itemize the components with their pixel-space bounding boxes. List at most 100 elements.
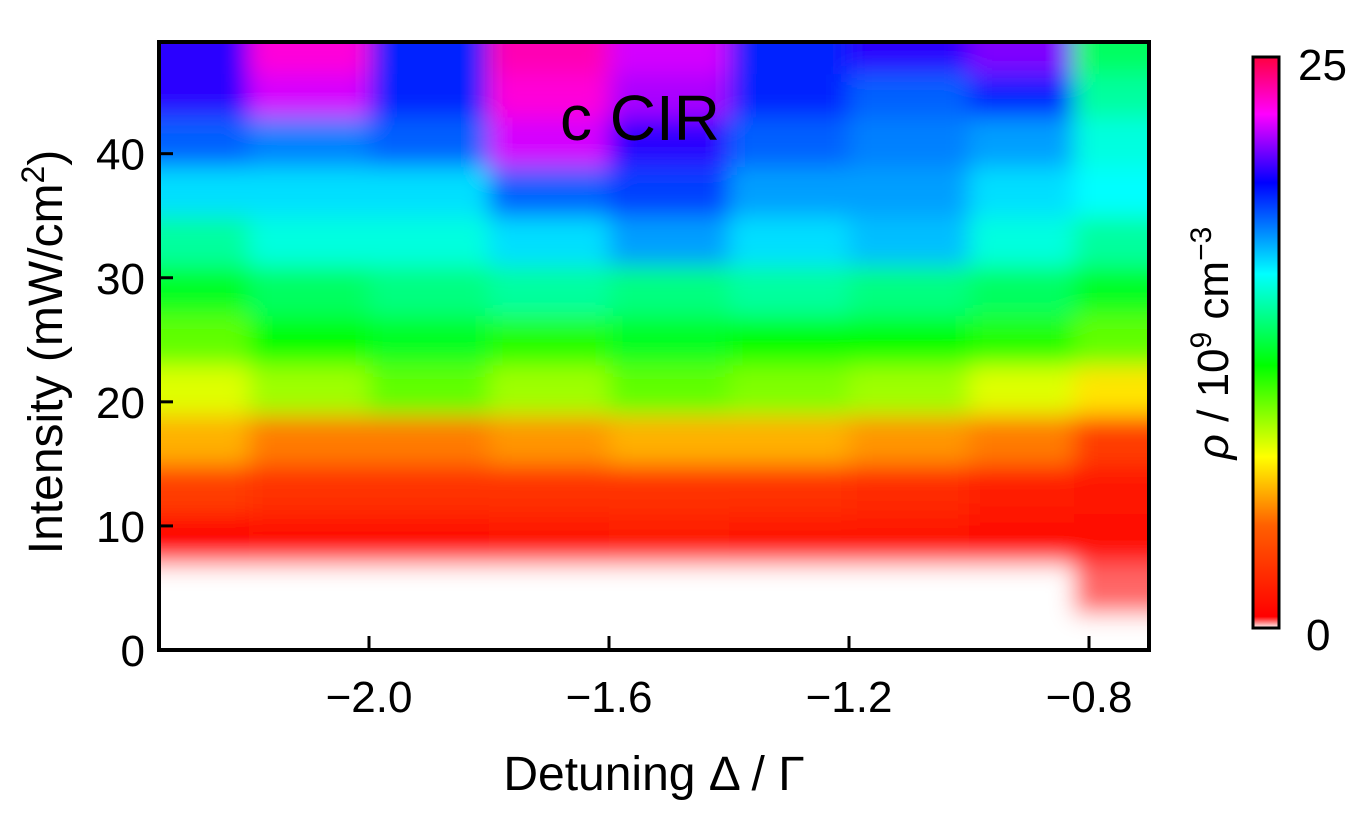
heatmap-cell xyxy=(159,265,250,316)
heatmap-cell xyxy=(729,364,850,416)
heatmap-cell xyxy=(1074,42,1149,75)
heatmap-cell xyxy=(159,513,250,565)
heatmap-cell xyxy=(159,42,250,75)
y-tick-label: 40 xyxy=(96,131,145,180)
plot-frame xyxy=(157,40,1151,652)
x-tick-label: −1.6 xyxy=(566,673,653,722)
heatmap-cell xyxy=(159,463,250,515)
heatmap-cell xyxy=(249,215,370,267)
heatmap-cell xyxy=(249,563,370,614)
heatmap-cell xyxy=(849,314,970,366)
heatmap-cell xyxy=(159,166,250,217)
y-tick-label: 30 xyxy=(96,255,145,304)
heatmap-cell xyxy=(489,563,610,614)
heatmap-cell xyxy=(729,314,850,366)
x-tick-label: −2.0 xyxy=(326,673,413,722)
heatmap-cell xyxy=(249,463,370,515)
chart-title: c CIR xyxy=(560,82,720,154)
heatmap-cell xyxy=(489,414,610,465)
heatmap-cell xyxy=(489,116,610,168)
heatmap-cell xyxy=(249,73,370,118)
heatmap-cell xyxy=(369,364,490,416)
heatmap-cell xyxy=(609,73,730,118)
heatmap-cell xyxy=(159,612,250,650)
heatmap-cell xyxy=(489,364,610,416)
heatmap-cell xyxy=(1074,513,1149,565)
heatmap-cell xyxy=(729,73,850,118)
heatmap-cell xyxy=(729,116,850,168)
heatmap-cell xyxy=(369,563,490,614)
heatmap-cell xyxy=(249,42,370,75)
heatmap-cell xyxy=(1074,116,1149,168)
heatmap-cell xyxy=(489,265,610,316)
heatmap-cell xyxy=(969,463,1075,515)
heatmap-cell xyxy=(609,364,730,416)
heatmap-cell xyxy=(369,463,490,515)
heatmap-cell xyxy=(369,414,490,465)
heatmap-cell xyxy=(159,116,250,168)
heatmap-cell xyxy=(249,513,370,565)
heatmap-cell xyxy=(609,215,730,267)
heatmap-cell xyxy=(729,215,850,267)
heatmap-cell xyxy=(849,42,970,75)
x-tick-label: −1.2 xyxy=(806,673,893,722)
heatmap-cell xyxy=(1074,414,1149,465)
heatmap-cell xyxy=(369,314,490,366)
heatmap-cell xyxy=(729,166,850,217)
heatmap-cell xyxy=(969,215,1075,267)
x-tick-label: −0.8 xyxy=(1046,673,1133,722)
heatmap-cell xyxy=(249,364,370,416)
x-axis-label: Detuning Δ / Γ xyxy=(503,748,804,801)
heatmap-cell xyxy=(369,612,490,650)
heatmap-cell xyxy=(369,116,490,168)
heatmap-cell xyxy=(849,166,970,217)
heatmap-cell xyxy=(489,612,610,650)
heatmap-cell xyxy=(849,612,970,650)
heatmap-cell xyxy=(849,463,970,515)
heatmap-cell xyxy=(729,563,850,614)
heatmap-cell xyxy=(969,73,1075,118)
y-axis-label: Intensity (mW/cm2) xyxy=(15,150,73,554)
heatmap-cell xyxy=(1074,215,1149,267)
y-tick-label: 20 xyxy=(96,379,145,428)
heatmap-cell xyxy=(969,612,1075,650)
heatmap-cell xyxy=(729,42,850,75)
x-axis-ticks: −2.0 −1.6 −1.2 −0.8 xyxy=(326,636,1133,722)
heatmap-cell xyxy=(159,364,250,416)
colorbar-min-label: 0 xyxy=(1306,611,1330,660)
colorbar-label: ρ / 109 cm−3 xyxy=(1185,227,1238,462)
heatmap-cell xyxy=(159,414,250,465)
heatmap-cell xyxy=(969,42,1075,75)
y-axis-ticks: 0 10 20 30 40 xyxy=(96,131,173,676)
heatmap-cell xyxy=(1074,563,1149,614)
heatmap-cell xyxy=(849,414,970,465)
heatmap-cell xyxy=(159,215,250,267)
heatmap-cell xyxy=(609,166,730,217)
heatmap-cell xyxy=(489,42,610,75)
heatmap-cell xyxy=(849,116,970,168)
heatmap-cell xyxy=(489,166,610,217)
heatmap-cell xyxy=(1074,314,1149,366)
heatmap-cell xyxy=(609,513,730,565)
heatmap-cell xyxy=(969,364,1075,416)
heatmap-cell xyxy=(969,265,1075,316)
heatmap-cell xyxy=(1074,463,1149,515)
heatmap-cell xyxy=(159,73,250,118)
heatmap-cell xyxy=(249,612,370,650)
heatmap-cell xyxy=(609,612,730,650)
heatmap-cell xyxy=(609,116,730,168)
colorbar xyxy=(1251,55,1281,630)
heatmap-cell xyxy=(969,563,1075,614)
heatmap-cell xyxy=(249,414,370,465)
heatmap-cell xyxy=(249,265,370,316)
heatmap-cell xyxy=(159,563,250,614)
heatmap-cell xyxy=(1074,364,1149,416)
heatmap-cells xyxy=(159,42,1149,650)
heatmap-cell xyxy=(609,265,730,316)
heatmap-cell xyxy=(849,73,970,118)
heatmap-cell xyxy=(609,314,730,366)
heatmap-cell xyxy=(369,42,490,75)
heatmap-cell xyxy=(609,414,730,465)
heatmap-cell xyxy=(369,265,490,316)
heatmap-cell xyxy=(489,215,610,267)
